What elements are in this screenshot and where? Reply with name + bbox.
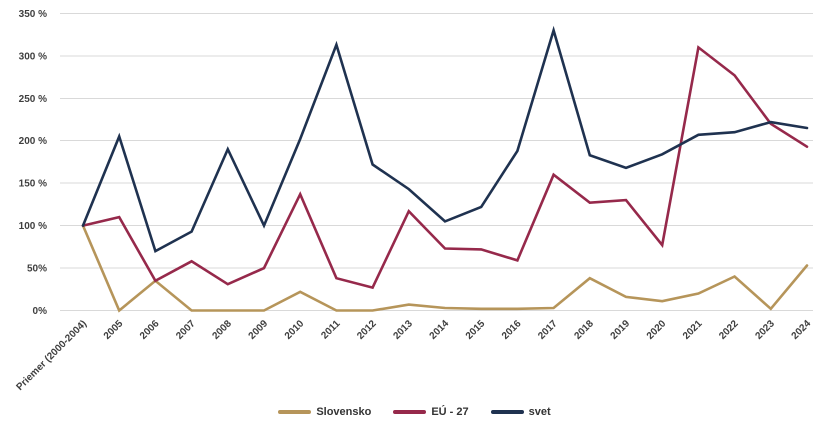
x-axis-tick-label: 2020	[645, 318, 669, 342]
y-axis-tick-label: 100 %	[19, 221, 47, 232]
y-axis-tick-label: 200 %	[19, 136, 47, 147]
series-line-slovensko	[81, 224, 809, 313]
x-axis-tick-label: 2021	[681, 318, 705, 342]
legend-swatch-eu27	[393, 410, 427, 414]
x-axis-tick-label: 2013	[391, 318, 415, 342]
y-axis-tick-label: 350 %	[19, 9, 47, 20]
legend-label-svet: svet	[528, 406, 551, 418]
x-axis-tick-label: 2008	[210, 318, 234, 342]
legend-swatch-slovensko	[278, 410, 312, 414]
x-axis-tick-label: 2023	[753, 318, 777, 342]
x-axis-tick-label: Priemer (2000-2004)	[15, 318, 90, 393]
x-axis-tick-label: 2009	[247, 318, 271, 342]
x-axis-tick-label: 2007	[174, 318, 198, 342]
legend-item-svet: svet	[490, 406, 551, 418]
x-axis-tick-label: 2018	[572, 318, 596, 342]
legend-swatch-svet	[490, 410, 524, 414]
chart-legend: Slovensko EÚ - 27 svet	[0, 406, 829, 418]
x-axis-tick-label: 2024	[790, 318, 814, 342]
series-line-e-27	[81, 45, 809, 290]
x-axis-tick-label: 2015	[464, 318, 488, 342]
y-axis-tick-label: 300 %	[19, 51, 47, 62]
x-axis-tick-label: 2014	[428, 318, 452, 342]
legend-item-slovensko: Slovensko	[278, 406, 371, 418]
x-axis-tick-label: 2005	[102, 318, 126, 342]
y-axis-tick-label: 250 %	[19, 94, 47, 105]
legend-label-eu27: EÚ - 27	[431, 406, 469, 418]
x-axis-tick-label: 2012	[355, 318, 379, 342]
y-axis-tick-label: 0%	[33, 306, 48, 317]
y-axis-tick-label: 50%	[27, 264, 47, 275]
y-axis-tick-label: 150 %	[19, 179, 47, 190]
x-axis-tick-label: 2019	[609, 318, 633, 342]
x-axis-tick-label: 2022	[717, 318, 741, 342]
x-axis-tick-label: 2011	[319, 318, 342, 341]
legend-label-slovensko: Slovensko	[316, 406, 372, 418]
x-axis-tick-label: 2010	[283, 318, 307, 342]
x-axis-tick-label: 2006	[138, 318, 162, 342]
x-axis-tick-label: 2016	[500, 318, 524, 342]
x-axis-tick-label: 2017	[536, 318, 560, 342]
legend-item-eu27: EÚ - 27	[393, 406, 469, 418]
series-line-svet	[81, 25, 809, 253]
